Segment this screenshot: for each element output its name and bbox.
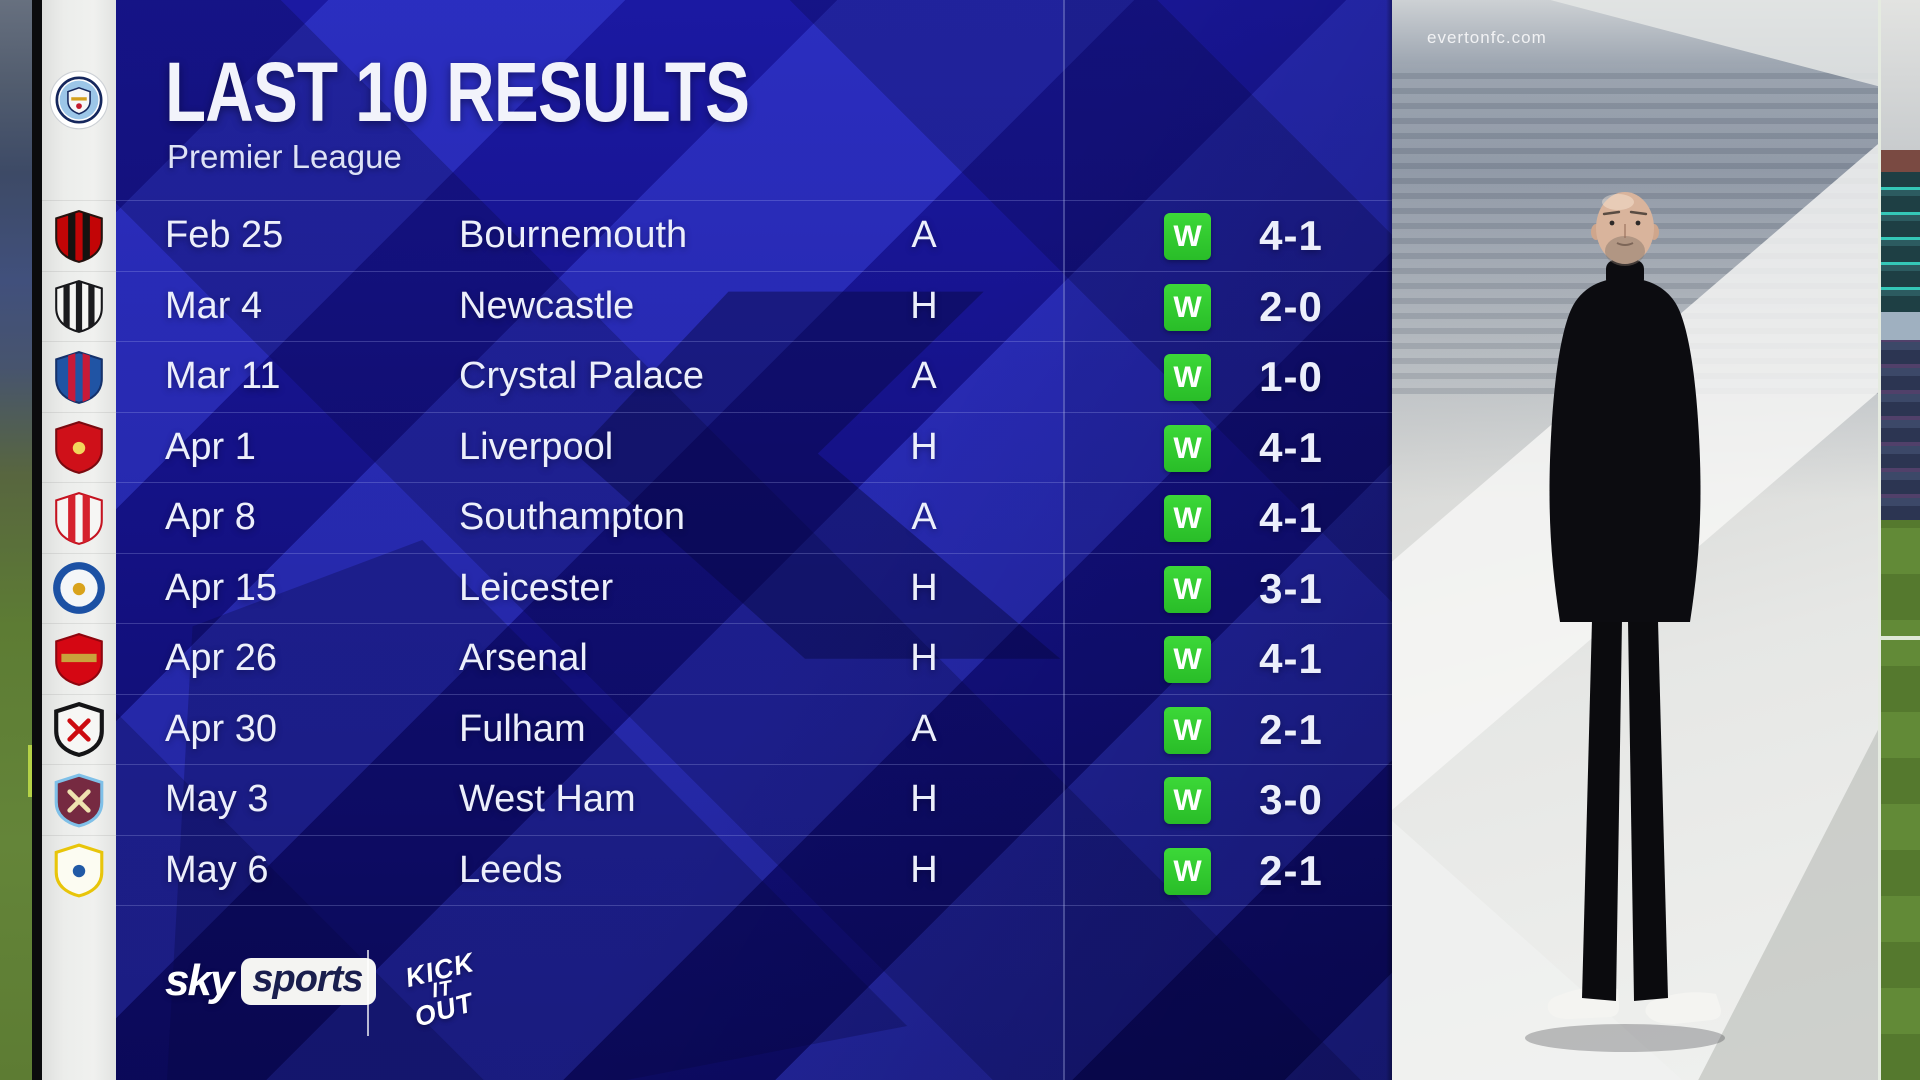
- result-row: Apr 26 Arsenal H W 4-1: [116, 623, 1392, 694]
- match-date: May 3: [165, 778, 269, 820]
- match-score: 2-1: [1259, 846, 1323, 894]
- match-date: Mar 4: [165, 284, 263, 327]
- badge-newcastle-icon: [42, 270, 116, 342]
- win-badge: W: [1164, 636, 1211, 683]
- match-date: Apr 26: [165, 637, 277, 679]
- match-date: Apr 1: [165, 425, 256, 468]
- match-date: Mar 11: [165, 355, 281, 397]
- home-away-indicator: A: [911, 214, 937, 256]
- opponent-name: Southampton: [459, 496, 686, 538]
- opponent-name: Leicester: [459, 566, 614, 609]
- table-bottom-rule: [116, 905, 1392, 906]
- badge-southampton-icon: [42, 482, 116, 553]
- badge-arsenal-icon: [42, 623, 116, 694]
- win-badge: W: [1164, 777, 1211, 824]
- badge-crystal-palace-icon: [42, 341, 116, 412]
- sliver-pitch-line: [1881, 636, 1920, 640]
- left-broadcast-sliver: [0, 0, 42, 1080]
- manchester-city-badge-icon: [42, 60, 116, 140]
- sliver-stand-edge: [1881, 150, 1920, 172]
- win-badge: W: [1164, 565, 1211, 613]
- sliver-stand-band: [1881, 312, 1920, 340]
- result-row: May 6 Leeds H W 2-1: [116, 834, 1392, 906]
- home-away-indicator: H: [910, 778, 938, 820]
- result-row: Apr 8 Southampton A W 4-1: [116, 482, 1392, 553]
- match-date: Apr 8: [165, 496, 256, 538]
- result-row: May 3 West Ham H W 3-0: [116, 764, 1392, 835]
- left-pitch-highlight: [28, 745, 32, 797]
- match-score: 3-1: [1259, 564, 1323, 612]
- result-row: Mar 11 Crystal Palace A W 1-0: [116, 341, 1392, 412]
- win-badge: W: [1164, 424, 1211, 472]
- match-date: Apr 15: [165, 566, 277, 609]
- badge-west-ham-icon: [42, 764, 116, 835]
- panel-photo-seam: [1386, 0, 1392, 1080]
- sports-logo-chip: sports: [241, 957, 376, 1005]
- opponent-name: Newcastle: [459, 284, 635, 327]
- match-score: 4-1: [1259, 635, 1323, 682]
- opponent-name: Crystal Palace: [459, 355, 704, 397]
- score-column-zone: [1063, 0, 1392, 1080]
- team-badge-strip: [42, 0, 116, 1080]
- result-row: Feb 25 Bournemouth A W 4-1: [116, 200, 1392, 271]
- opponent-name: Bournemouth: [459, 214, 688, 256]
- home-away-indicator: H: [910, 425, 938, 468]
- sky-sports-logo: sky sports: [165, 956, 376, 1006]
- stadium-watermark-text: evertonfc.com: [1427, 28, 1547, 47]
- opponent-name: Fulham: [459, 707, 586, 750]
- badge-leicester-icon: [42, 552, 116, 624]
- result-row: Apr 15 Leicester H W 3-1: [116, 552, 1392, 624]
- kick-it-out-logo: KICK IT OUT: [389, 936, 495, 1043]
- badge-bournemouth-icon: [42, 200, 116, 271]
- sliver-scoreboard: [1881, 172, 1920, 312]
- manager-photo-pep-guardiola: [1525, 192, 1725, 1052]
- match-score: 3-0: [1259, 776, 1323, 823]
- win-badge: W: [1164, 354, 1211, 401]
- match-score: 4-1: [1259, 212, 1323, 259]
- sky-logo-text: sky: [165, 956, 234, 1005]
- match-score: 2-0: [1259, 282, 1323, 330]
- competition-subtitle: Premier League: [167, 138, 402, 175]
- page-title: LAST 10 RESULTS: [165, 45, 750, 139]
- badge-liverpool-icon: [42, 411, 116, 483]
- match-score: 4-1: [1259, 494, 1323, 541]
- result-row: Apr 1 Liverpool H W 4-1: [116, 411, 1392, 483]
- win-badge: W: [1164, 706, 1211, 754]
- opponent-name: Arsenal: [459, 637, 588, 679]
- result-row: Mar 4 Newcastle H W 2-0: [116, 270, 1392, 342]
- logo-divider-line: [367, 950, 369, 1036]
- right-broadcast-sliver: [1878, 0, 1920, 1080]
- manager-photo-panel: evertonfc.com: [1392, 0, 1920, 1080]
- match-date: Feb 25: [165, 214, 284, 256]
- result-row: Apr 30 Fulham A W 2-1: [116, 693, 1392, 765]
- opponent-name: West Ham: [459, 778, 636, 820]
- home-away-indicator: A: [911, 707, 937, 750]
- home-away-indicator: A: [911, 496, 937, 538]
- home-away-indicator: H: [910, 848, 938, 891]
- sliver-crowd: [1881, 340, 1920, 520]
- home-away-indicator: H: [910, 284, 938, 327]
- match-date: May 6: [165, 848, 269, 891]
- home-away-indicator: H: [910, 637, 938, 679]
- results-panel: LAST 10 RESULTS Premier League Feb 25 Bo…: [116, 0, 1392, 1080]
- match-score: 4-1: [1259, 423, 1323, 471]
- home-away-indicator: A: [911, 355, 937, 397]
- win-badge: W: [1164, 847, 1211, 895]
- match-score: 2-1: [1259, 705, 1323, 753]
- sliver-pitch: [1881, 520, 1920, 1080]
- match-date: Apr 30: [165, 707, 277, 750]
- kick-it-out-line3: OUT: [411, 986, 478, 1033]
- home-away-indicator: H: [910, 566, 938, 609]
- win-badge: W: [1164, 283, 1211, 331]
- win-badge: W: [1164, 213, 1211, 260]
- opponent-name: Liverpool: [459, 425, 614, 468]
- win-badge: W: [1164, 495, 1211, 542]
- opponent-name: Leeds: [459, 848, 563, 891]
- sliver-wall: [1881, 0, 1920, 150]
- match-score: 1-0: [1259, 353, 1323, 400]
- badge-leeds-icon: [42, 834, 116, 906]
- badge-fulham-icon: [42, 693, 116, 765]
